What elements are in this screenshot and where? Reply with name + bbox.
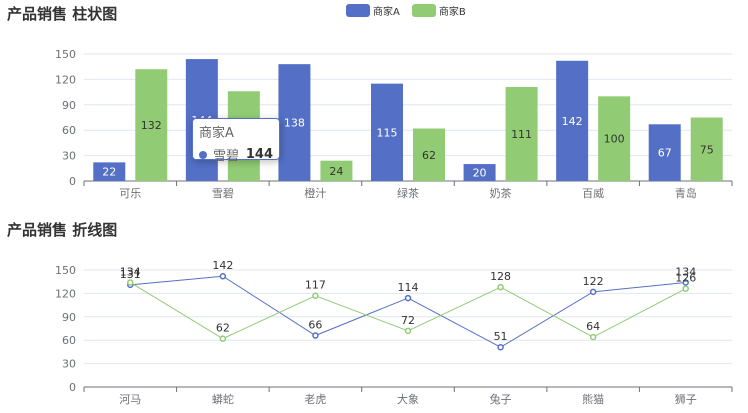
line-value-label: 66 [308,319,322,332]
bar-seller-b [690,117,723,181]
legend-label-seller-b: 商家B [438,7,466,18]
line-point-seller-b [127,279,134,286]
line-value-label: 72 [401,314,415,327]
line-point-seller-b [682,285,689,292]
line-x-tick-label: 蟒蛇 [212,392,234,406]
line-point-seller-a [219,272,227,280]
legend-swatch-seller-b [411,4,436,17]
bar-y-tick-label: 90 [62,99,76,112]
line-value-label: 62 [216,322,230,335]
bar-value-label: 24 [329,165,343,178]
bar-y-tick-label: 120 [55,73,76,86]
line-point-seller-a [682,279,689,286]
bar-seller-a [648,124,681,181]
legend-item-seller-a[interactable]: 商家A [346,3,400,18]
bar-value-label: 20 [473,167,487,180]
bar-x-tick-label: 橙汁 [304,186,326,200]
tooltip-marker [199,150,207,159]
line-value-label: 134 [675,265,696,278]
line-point-seller-a [589,288,597,296]
bar-seller-b [135,69,168,181]
line-x-tick-label: 熊猫 [582,392,604,406]
line-value-label: 64 [586,320,600,333]
bar-x-tick-label: 可乐 [119,187,141,200]
bar-y-tick-label: 30 [62,150,76,163]
tooltip-category: 雪碧 [213,149,240,164]
bar-seller-a [556,60,589,182]
bar-value-label: 100 [604,133,625,146]
line-x-tick-label: 大象 [397,392,419,406]
bar-value-label: 111 [511,128,532,141]
line-value-label: 131 [120,268,141,281]
bar-y-tick-label: 0 [69,175,76,188]
legend: 商家A 商家B [346,3,466,18]
bar-chart-title: 产品销售 柱状图 [7,5,118,23]
bar-seller-b [320,160,353,181]
bar-x-tick-label: 青岛 [675,186,697,200]
line-value-label: 142 [212,259,233,272]
line-point-seller-b [497,283,504,291]
bar-y-tick-label: 60 [62,124,76,137]
bar-seller-b [505,87,538,181]
line-y-tick-label: 120 [55,287,76,300]
bar-seller-b [598,96,631,181]
line-value-label: 51 [494,330,508,343]
line-point-seller-b [219,335,227,342]
line-point-seller-b [312,292,319,299]
bar-seller-a [463,164,496,181]
line-x-tick-label: 狮子 [675,393,697,406]
bar-seller-b [413,128,445,181]
legend-label-seller-a: 商家A [373,7,400,18]
line-y-tick-label: 30 [62,358,76,371]
line-x-tick-label: 兔子 [490,392,512,406]
tooltip-series-name: 商家A [199,126,234,141]
bar-x-tick-label: 百威 [582,187,604,200]
line-value-label: 126 [675,272,696,285]
line-value-label: 134 [120,265,141,278]
bar-seller-a [371,83,403,181]
bar-x-tick-label: 奶茶 [490,186,512,200]
line-chart-title: 产品销售 折线图 [7,221,118,239]
bar-x-tick-label: 雪碧 [212,187,234,200]
bar-value-label: 22 [102,166,116,179]
bar-value-label: 138 [284,117,305,130]
bar-value-label: 115 [377,126,398,139]
line-y-tick-label: 90 [62,311,76,324]
bar-seller-a [93,162,126,181]
line-point-seller-a [497,343,504,351]
bar-y-tick-label: 150 [55,48,76,61]
bar-value-label: 67 [658,147,672,160]
bar-value-label: 75 [700,143,714,156]
line-x-tick-label: 河马 [119,393,141,406]
bar-seller-a [278,64,311,181]
line-y-tick-label: 150 [55,264,76,277]
line-value-label: 122 [583,275,604,288]
bar-value-label: 142 [562,115,583,128]
bar-value-label: 62 [422,149,436,162]
line-x-tick-label: 老虎 [304,393,326,406]
legend-swatch-seller-a [346,4,370,17]
line-y-tick-label: 0 [69,381,76,394]
line-value-label: 128 [490,270,511,283]
line-point-seller-a [312,332,319,339]
bar-x-tick-label: 绿茶 [397,186,419,200]
tooltip-value: 144 [245,147,273,162]
line-point-seller-a [404,294,412,302]
line-value-label: 117 [305,279,326,292]
line-value-label: 114 [398,281,419,294]
line-y-tick-label: 60 [62,334,76,347]
line-point-seller-b [589,333,597,341]
legend-item-seller-b[interactable]: 商家B [411,3,466,18]
tooltip: 商家A 雪碧 144 [192,118,280,164]
bar-value-label: 132 [141,119,162,132]
line-point-seller-b [404,327,412,335]
